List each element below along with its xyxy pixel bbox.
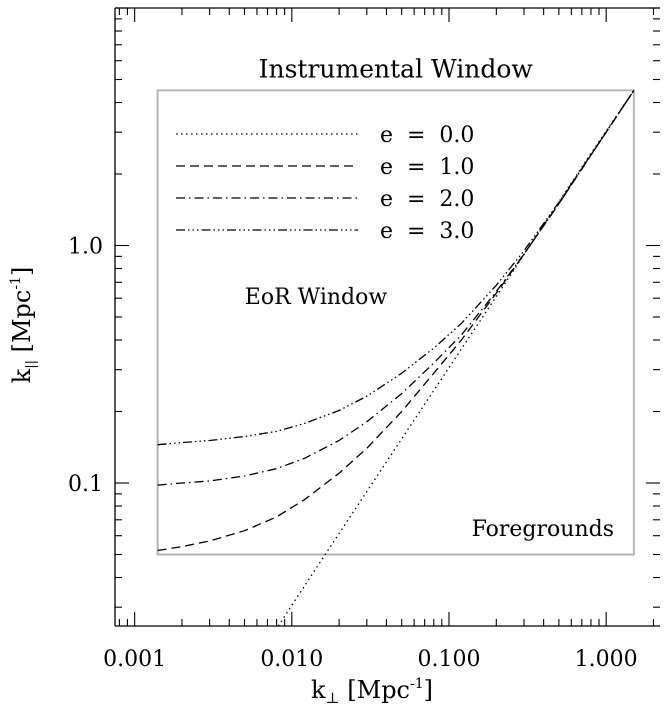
legend-label-0: e = 0.0: [380, 123, 474, 148]
x-tick-label: 0.010: [260, 647, 323, 672]
y-axis-title: k|| [Mpc-1]: [8, 267, 39, 384]
x-tick-label: 0.100: [418, 647, 481, 672]
y-tick-label: 1.0: [68, 235, 103, 260]
foregrounds-label: Foregrounds: [472, 517, 614, 542]
legend-label-2: e = 2.0: [380, 187, 474, 212]
legend-label-1: e = 1.0: [380, 155, 474, 180]
series-layer: [157, 90, 635, 627]
instrumental-window-label: Instrumental Window: [259, 54, 534, 83]
y-tick-label: 0.1: [68, 472, 103, 497]
x-axis-title: k⊥ [Mpc-1]: [311, 676, 433, 707]
x-tick-label: 0.001: [103, 647, 166, 672]
x-tick-label: 1.000: [575, 647, 638, 672]
instrumental-window-box: [156, 89, 635, 556]
series-line-3: [157, 90, 635, 446]
eor-window-label: EoR Window: [245, 285, 388, 310]
legend: e = 0.0 e = 1.0 e = 2.0 e = 3.0: [176, 123, 474, 244]
legend-label-3: e = 3.0: [380, 219, 474, 244]
series-line-2: [157, 90, 635, 486]
axes: 0.001 0.010 0.100 1.000 0.1 1.0: [68, 7, 660, 672]
